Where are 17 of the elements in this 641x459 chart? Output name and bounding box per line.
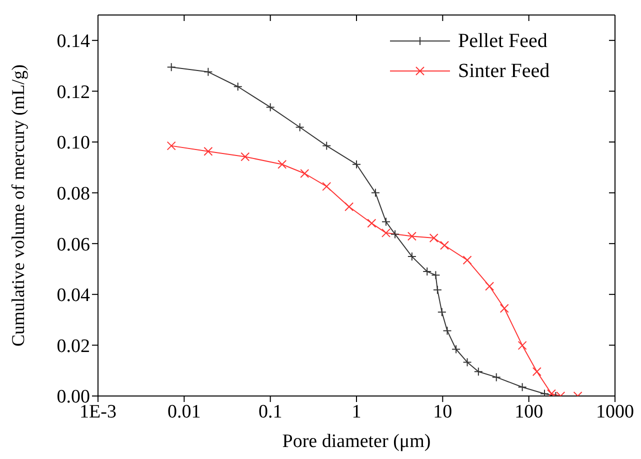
y-tick-label: 0.10 <box>56 132 90 154</box>
x-tick-label: 0.01 <box>168 401 201 422</box>
y-tick-label: 0.08 <box>56 184 90 205</box>
x-tick-label: 1 <box>352 401 362 422</box>
legend-label: Sinter Feed <box>458 60 550 82</box>
y-tick-label: 0.12 <box>56 82 90 103</box>
x-axis-title: Pore diameter (μm) <box>282 431 431 452</box>
y-tick-label: 0.04 <box>56 285 90 306</box>
x-tick-label: 10 <box>433 401 452 422</box>
y-tick-label: 0.02 <box>56 336 90 357</box>
y-tick-label: 0.06 <box>56 234 90 256</box>
x-tick-label: 100 <box>514 401 544 422</box>
y-axis-title: Cumulative volume of mercury (mL/g) <box>8 64 28 346</box>
y-tick-label: 0.14 <box>56 31 90 52</box>
x-tick-label: 0.1 <box>258 401 282 422</box>
x-tick-label: 1000 <box>596 401 634 422</box>
legend-label: Pellet Feed <box>458 30 548 52</box>
